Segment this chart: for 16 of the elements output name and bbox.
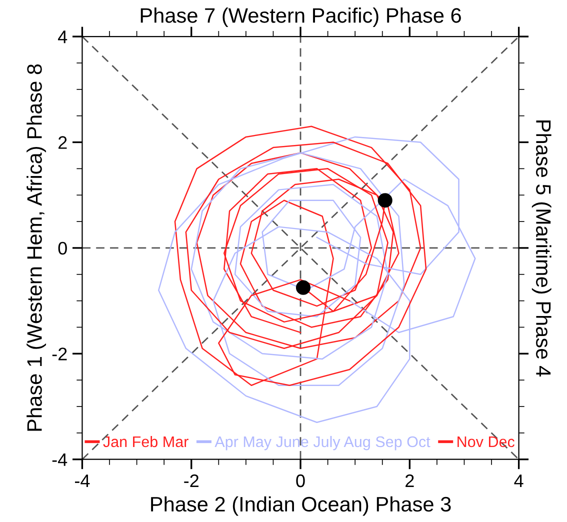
x-tick-label: -4	[74, 474, 90, 488]
y-tick-label: 0	[58, 242, 67, 255]
legend-label: Nov Dec	[458, 436, 514, 448]
x-tick-label: 0	[296, 474, 305, 488]
y-tick-label: 2	[58, 136, 67, 149]
y-tick-label: 4	[58, 30, 68, 44]
x2-axis-title: Phase 7 (Western Pacific) Phase 6	[140, 8, 461, 27]
y-tick-label: -2	[52, 348, 67, 360]
x-tick-label: -2	[184, 474, 198, 488]
y-tick-label: -4	[52, 453, 68, 466]
x-tick-label: 4	[514, 474, 524, 488]
x-axis-title: Phase 2 (Indian Ocean) Phase 3	[151, 496, 451, 516]
x-tick-label: 2	[406, 474, 414, 488]
y2-axis-title: Phase 5 (Maritime) Phase 4	[532, 120, 552, 376]
legend-label: Jan Feb Mar	[103, 436, 188, 448]
y-axis-title: Phase 1 (Western Hem, Africa) Phase 8	[26, 64, 46, 431]
